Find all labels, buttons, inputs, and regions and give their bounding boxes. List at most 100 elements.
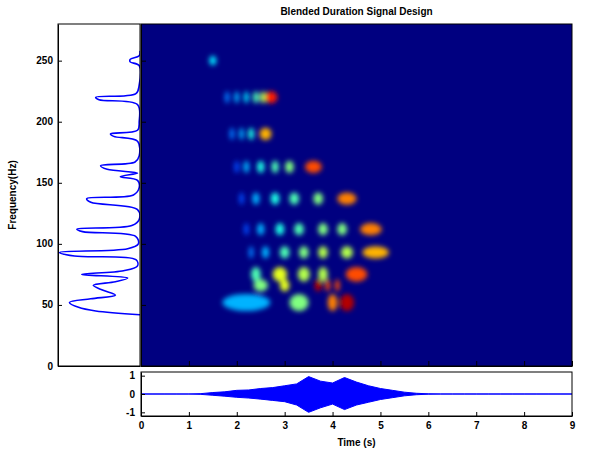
heatmap-cell bbox=[265, 91, 277, 103]
signal-x-axis-tick-mark bbox=[476, 412, 477, 416]
spectrum-y-axis-tick-mark bbox=[58, 244, 62, 245]
spectrum-y-axis-tick bbox=[58, 305, 62, 306]
heatmap-y-axis-tick-mark bbox=[141, 61, 146, 62]
signal-x-axis-tick-mark bbox=[524, 412, 525, 416]
signal-x-axis-tick: 3 bbox=[282, 412, 288, 431]
signal-y-axis-tick-label: -1 bbox=[126, 407, 135, 418]
signal-x-axis-tick-label: 7 bbox=[474, 420, 480, 431]
heatmap-x-axis-tick-mark bbox=[572, 361, 573, 366]
heatmap-cell bbox=[337, 193, 356, 205]
spectrum-y-axis-line bbox=[58, 25, 59, 367]
heatmap-x-axis-tick bbox=[572, 361, 573, 366]
heatmap-cell bbox=[257, 223, 264, 235]
heatmap-y-axis-tick-mark bbox=[141, 244, 146, 245]
heatmap-cell bbox=[222, 294, 270, 311]
signal-x-axis-tick-label: 8 bbox=[522, 420, 528, 431]
heatmap-cell bbox=[289, 193, 299, 205]
signal-x-axis-tick-mark bbox=[428, 412, 429, 416]
heatmap-cell bbox=[271, 193, 280, 205]
heatmap-x-axis-tick-mark bbox=[333, 361, 334, 366]
heatmap-cell bbox=[271, 161, 278, 173]
heatmap-y-tick-label: 100 bbox=[36, 238, 53, 249]
heatmap-cell bbox=[341, 246, 353, 258]
heatmap-x-axis-tick-mark bbox=[524, 361, 525, 366]
heatmap-x-axis-tick-mark bbox=[189, 361, 190, 366]
signal-plot bbox=[141, 377, 572, 413]
spectrum-y-axis-tick-mark bbox=[58, 183, 62, 184]
signal-x-axis-tick: 7 bbox=[474, 412, 480, 431]
signal-y-axis-tick: 0 bbox=[129, 389, 145, 400]
heatmap-cell bbox=[285, 161, 294, 173]
signal-x-axis-tick-label: 5 bbox=[378, 420, 384, 431]
spectrum-y-axis-tick bbox=[58, 122, 62, 123]
signal-x-axis-tick-label: 2 bbox=[234, 420, 240, 431]
spectrum-plot bbox=[60, 51, 140, 315]
heatmap-y-tick-label: 0 bbox=[47, 361, 53, 372]
heatmap-cell bbox=[318, 223, 328, 235]
heatmap-cell bbox=[253, 91, 259, 103]
signal-y-axis-tick: 1 bbox=[129, 370, 145, 381]
chart-root: 050100150200250Blended Duration Signal D… bbox=[0, 0, 590, 472]
heatmap-cell bbox=[249, 246, 254, 258]
heatmap-cell bbox=[299, 246, 309, 258]
spectrum-y-axis-tick-mark bbox=[58, 305, 62, 306]
heatmap-cell bbox=[209, 56, 216, 66]
heatmap-y-axis-tick-mark bbox=[141, 183, 146, 184]
heatmap-cell bbox=[257, 161, 264, 173]
signal-y-axis-tick-label: 1 bbox=[129, 370, 135, 381]
heatmap-cell bbox=[318, 246, 328, 258]
signal-y-axis-tick-mark bbox=[141, 412, 145, 413]
signal-x-axis-tick: 8 bbox=[522, 412, 528, 431]
heatmap-cell bbox=[313, 193, 323, 205]
heatmap-y-tick-label: 150 bbox=[36, 177, 53, 188]
heatmap-cell bbox=[234, 161, 239, 173]
heatmap-cell bbox=[325, 279, 330, 291]
signal-x-axis-tick-label: 4 bbox=[330, 420, 336, 431]
signal-x-axis: 0123456789 bbox=[139, 412, 576, 431]
heatmap-x-axis-tick bbox=[380, 361, 381, 366]
heatmap-y-tick-label: 200 bbox=[36, 116, 53, 127]
chart-title: Blended Duration Signal Design bbox=[280, 6, 432, 17]
heatmap-x-axis-tick-mark bbox=[285, 361, 286, 366]
signal-area bbox=[141, 377, 572, 413]
spectrum-line bbox=[60, 51, 140, 315]
signal-x-axis-tick: 9 bbox=[570, 412, 576, 431]
heatmap-cell bbox=[243, 161, 249, 173]
heatmap-y-axis bbox=[141, 25, 146, 367]
signal-x-axis-tick-label: 6 bbox=[426, 420, 432, 431]
x-axis-title: Time (s) bbox=[337, 437, 375, 448]
heatmap-cell bbox=[239, 193, 244, 205]
y-axis-title: Frequency(Hz) bbox=[7, 160, 18, 229]
heatmap-cell bbox=[335, 279, 340, 291]
heatmap-cell bbox=[289, 294, 308, 311]
spectrum-y-axis-tick-mark bbox=[58, 122, 62, 123]
signal-y-axis: -1 0 1 bbox=[126, 370, 145, 418]
heatmap-cell bbox=[346, 267, 368, 282]
heatmap-cell bbox=[340, 294, 354, 311]
heatmap-x-axis-tick bbox=[189, 361, 190, 366]
heatmap-cell bbox=[280, 279, 290, 291]
heatmap-x-axis-tick-mark bbox=[380, 361, 381, 366]
signal-y-axis-tick-label: 0 bbox=[129, 389, 135, 400]
heatmap-frame bbox=[141, 24, 572, 366]
heatmap-y-axis-tick bbox=[141, 305, 146, 306]
heatmap-cell bbox=[244, 91, 249, 103]
signal-x-axis-tick-label: 3 bbox=[282, 420, 288, 431]
heatmap-cell bbox=[234, 91, 239, 103]
heatmap-y-axis-tick-mark bbox=[141, 122, 146, 123]
heatmap-x-axis-line bbox=[142, 366, 573, 367]
heatmap-x-axis-tick-mark bbox=[476, 361, 477, 366]
heatmap-x-axis-tick bbox=[428, 361, 429, 366]
heatmap-cell bbox=[230, 128, 235, 140]
heatmap-cell bbox=[280, 246, 290, 258]
signal-x-axis-tick-label: 9 bbox=[570, 420, 576, 431]
heatmap-cell bbox=[276, 223, 285, 235]
signal-x-axis-tick-mark bbox=[380, 412, 381, 416]
heatmap-cell bbox=[362, 246, 388, 258]
signal-x-axis-tick: 1 bbox=[187, 412, 193, 431]
heatmap-cells bbox=[209, 56, 389, 311]
spectrum-y-axis-tick bbox=[58, 183, 62, 184]
signal-x-axis-tick-mark bbox=[285, 412, 286, 416]
signal-x-axis-tick: 5 bbox=[378, 412, 384, 431]
heatmap-plot bbox=[141, 24, 572, 366]
